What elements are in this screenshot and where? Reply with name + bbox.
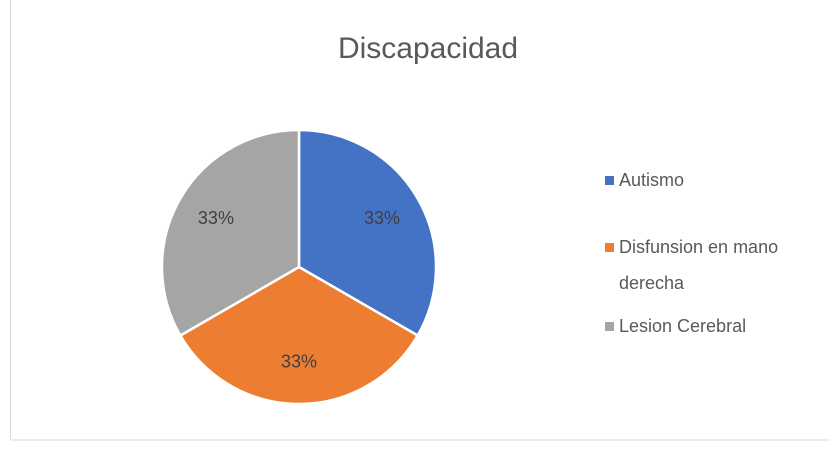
legend-swatch (605, 176, 614, 185)
legend-swatch (605, 243, 614, 252)
legend-entry: Autismo (619, 170, 685, 190)
legend-label: Lesion Cerebral (619, 316, 747, 336)
pie-slice (160, 128, 301, 338)
legend-label: Autismo (619, 170, 685, 190)
legend-swatch (605, 322, 614, 331)
data-label: 33% (281, 352, 317, 372)
legend-label: Disfunsion en mano derecha (619, 237, 779, 293)
pie-slice (178, 265, 420, 406)
chart-title: Discapacidad (338, 32, 518, 65)
data-label: 33% (198, 208, 234, 228)
legend-entry: Lesion Cerebral (619, 316, 747, 336)
pie-slice (297, 128, 438, 338)
chart-border (10, 0, 830, 441)
legend-entry: Disfunsion en mano derecha (619, 237, 779, 293)
data-label: 33% (364, 208, 400, 228)
